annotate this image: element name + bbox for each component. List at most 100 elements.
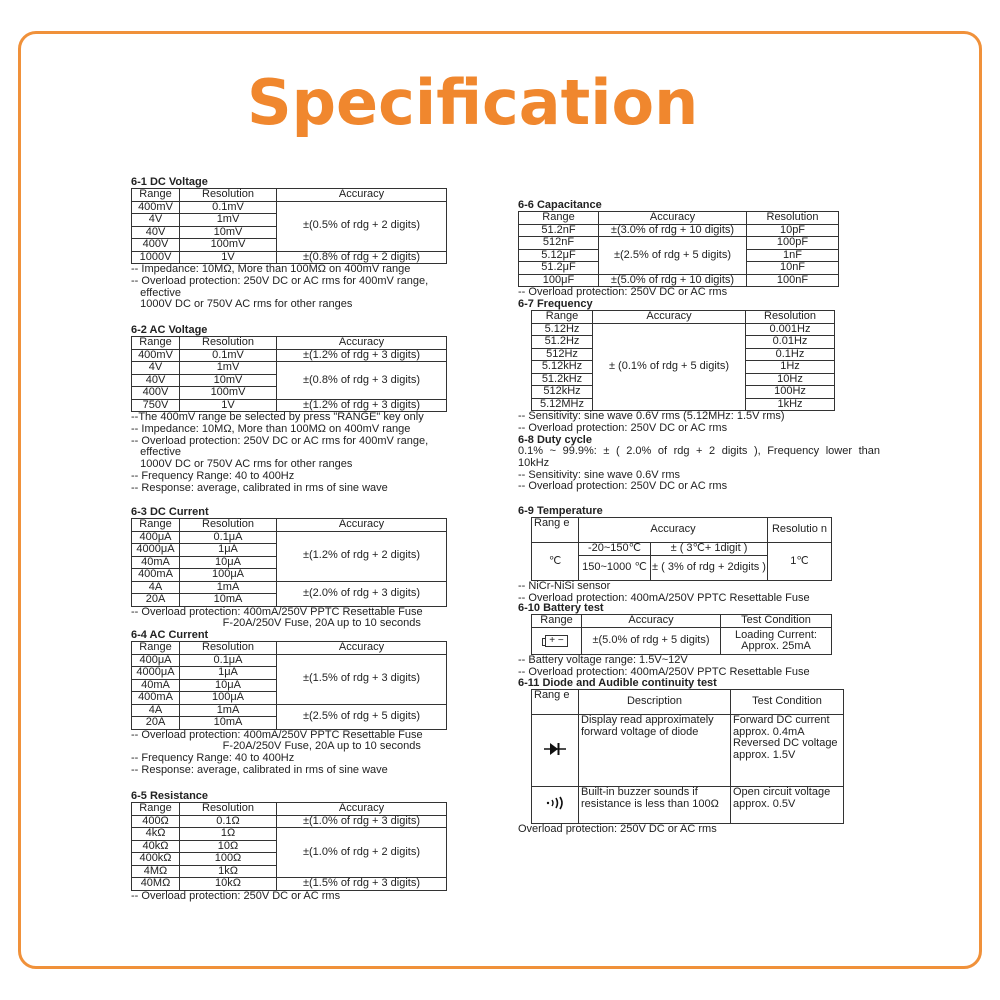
table-cell: 1V [179, 398, 277, 412]
spec-note: F-20A/250V Fuse, 20A up to 10 seconds [131, 617, 421, 630]
table-cell: ±(2.0% of rdg + 3 digits) [276, 580, 447, 607]
table-cell: Display read approximately forward volta… [578, 714, 731, 787]
column-header: Range [131, 802, 180, 816]
table-cell: 512Hz [531, 347, 593, 361]
section-title: 6-6 Capacitance [518, 199, 602, 211]
table-row: + − ±(5.0% of rdg + 5 digits) Loading Curr… [531, 627, 832, 655]
table-cell: 4MΩ [131, 864, 180, 878]
column-header: Test Condition [720, 614, 832, 628]
spec-note: effective [131, 446, 181, 459]
spec-note: --The 400mV range be selected by press "… [131, 411, 424, 423]
table-cell: 1mA [179, 703, 277, 717]
spec-note: -- Sensitivity: sine wave 0.6V rms [518, 468, 680, 481]
table-header-row: Range Resolution Accuracy [131, 188, 447, 202]
table-cell: 400V [131, 386, 180, 400]
spec-note: 1000V DC or 750V AC rms for other ranges [131, 458, 353, 471]
table-row: 512kHz 100Hz [531, 385, 835, 399]
table-cell: 51.2Hz [531, 335, 593, 349]
table-row: Display read approximately forward volta… [531, 714, 844, 787]
table-cell: 4A [131, 703, 180, 717]
table-cell: ±(0.8% of rdg + 3 digits) [276, 361, 447, 400]
table-cell: 100μA [179, 691, 277, 705]
table-row: 1000V 1V ±(0.8% of rdg + 2 digits) [131, 250, 447, 264]
spec-note: -- Overload protection: 250V DC or AC rm… [518, 286, 728, 298]
table-row: 512nF ±(2.5% of rdg + 5 digits) 100pF [518, 236, 839, 275]
spec-note: F-20A/250V Fuse, 20A up to 10 seconds [131, 740, 421, 753]
table-cell: 100μF [518, 273, 599, 287]
table-header-row: Rang e Accuracy Resolutio n [531, 517, 832, 543]
table-cell: 400mV [131, 200, 180, 214]
table-row: 40mA 10μA [131, 678, 447, 692]
table-row: 100μF ±(5.0% of rdg + 10 digits) 100nF [518, 273, 839, 287]
section-title: 6-3 DC Current [131, 506, 209, 518]
table-cell: 100Hz [745, 385, 835, 399]
table-row: 4A 1mA ±(2.5% of rdg + 5 digits) [131, 703, 447, 730]
spec-note: -- Overload protection: 400mA/250V PPTC … [518, 591, 810, 604]
spec-note: -- Overload protection: 400mA/250V PPTC … [131, 605, 423, 618]
table-row: 51.2nF ±(3.0% of rdg + 10 digits) 10pF [518, 223, 839, 237]
section-s68: 6-8 Duty cycle 0.1% ~ 99.9%: ± ( 2.0% of … [518, 434, 880, 493]
table-cell: 40V [131, 373, 180, 387]
section-s64: 6-4 AC Current Range Resolution Accuracy 400… [131, 629, 491, 777]
table-cell: 400V [131, 238, 180, 252]
table-cell: ±(1.5% of rdg + 3 digits) [276, 653, 447, 705]
spec-note: -- Overload protection: 400mA/250V PPTC … [131, 728, 423, 741]
section-s610: 6-10 Battery test Range Accuracy Test Condi… [518, 602, 878, 679]
table-row: 400μA 0.1μA ±(1.5% of rdg + 3 digits) [131, 653, 447, 705]
column-header: Resolution [179, 188, 277, 202]
table-cell: ±(1.2% of rdg + 3 digits) [276, 348, 447, 362]
table-row: 20A 10mA [131, 593, 447, 607]
table-row: 5.12Hz ± (0.1% of rdg + 5 digits) 0.001Hz [531, 322, 835, 411]
table-cell: 0.1mV [179, 200, 277, 214]
table-cell: 512nF [518, 236, 599, 250]
table-header-row: Range Accuracy Test Condition [531, 614, 832, 628]
table-cell: ±(1.0% of rdg + 3 digits) [276, 814, 447, 828]
spec-note: -- Overload protection: 250V DC or AC rm… [518, 421, 728, 434]
table-cell: 40mA [131, 678, 180, 692]
spec-note: -- Impedance: 10MΩ, More than 100MΩ on 4… [131, 422, 411, 435]
table-cell: 100Ω [179, 852, 277, 866]
section-s65: 6-5 Resistance Range Resolution Accuracy 400… [131, 790, 491, 902]
table-row: 51.2μF 10nF [518, 261, 839, 275]
table-cell: 1μA [179, 666, 277, 680]
section-title: 6-10 Battery test [518, 602, 604, 614]
table-row: 40V 10mV [131, 225, 447, 239]
spec-note: -- NiCr-NiSi sensor [518, 580, 611, 592]
table-cell: -20~150℃ [578, 542, 651, 556]
column-header: Range [131, 188, 180, 202]
table-cell: ±(2.5% of rdg + 5 digits) [598, 236, 747, 275]
column-header: Resolutio n [767, 517, 832, 543]
table-cell: Forward DC current approx. 0.4mA Reverse… [730, 714, 844, 787]
table-cell: 5.12kHz [531, 360, 593, 374]
table-row: 400mV 0.1mV ±(1.2% of rdg + 3 digits) [131, 348, 447, 362]
table-row: 4A 1mA ±(2.0% of rdg + 3 digits) [131, 580, 447, 607]
table-cell: 0.1Hz [745, 347, 835, 361]
spec-table: Range Accuracy Resolution 51.2nF ±(3.0% of r… [518, 211, 839, 287]
section-title: 6-4 AC Current [131, 629, 209, 641]
table-row: 4V 1mV [131, 213, 447, 227]
column-header: Test Condition [730, 689, 844, 715]
table-row: 4kΩ 1Ω ±(1.0% of rdg + 2 digits) [131, 827, 447, 878]
table-cell: 1μA [179, 543, 277, 557]
table-cell: 51.2kHz [531, 372, 593, 386]
table-cell: 100nF [746, 273, 839, 287]
table-cell: 4000μA [131, 666, 180, 680]
table-cell: 150~1000 ℃ [578, 555, 651, 581]
spec-note: 10kHz [518, 456, 550, 469]
column-header: Accuracy [276, 518, 447, 532]
table-cell: 0.1μA [179, 653, 277, 667]
table-row: 400mA 100μA [131, 691, 447, 705]
table-cell: 1kΩ [179, 864, 277, 878]
section-s611: 6-11 Diode and Audible continuity test Ra… [518, 677, 878, 836]
table-cell: 5.12MHz [531, 397, 593, 411]
table-cell: 4V [131, 361, 180, 375]
table-cell: 400mA [131, 691, 180, 705]
section-s66: 6-6 Capacitance Range Accuracy Resolution 51… [518, 199, 878, 299]
table-cell: 400mA [131, 568, 180, 582]
section-title: 6-11 Diode and Audible continuity test [518, 677, 717, 689]
column-header: Accuracy [578, 517, 768, 543]
spec-note: -- Overload protection: 250V DC or AC rm… [131, 434, 429, 447]
spec-note: -- Sensitivity: sine wave 0.6V rms (5.12… [518, 410, 785, 422]
table-cell: 4A [131, 580, 180, 594]
table-cell: 40V [131, 225, 180, 239]
